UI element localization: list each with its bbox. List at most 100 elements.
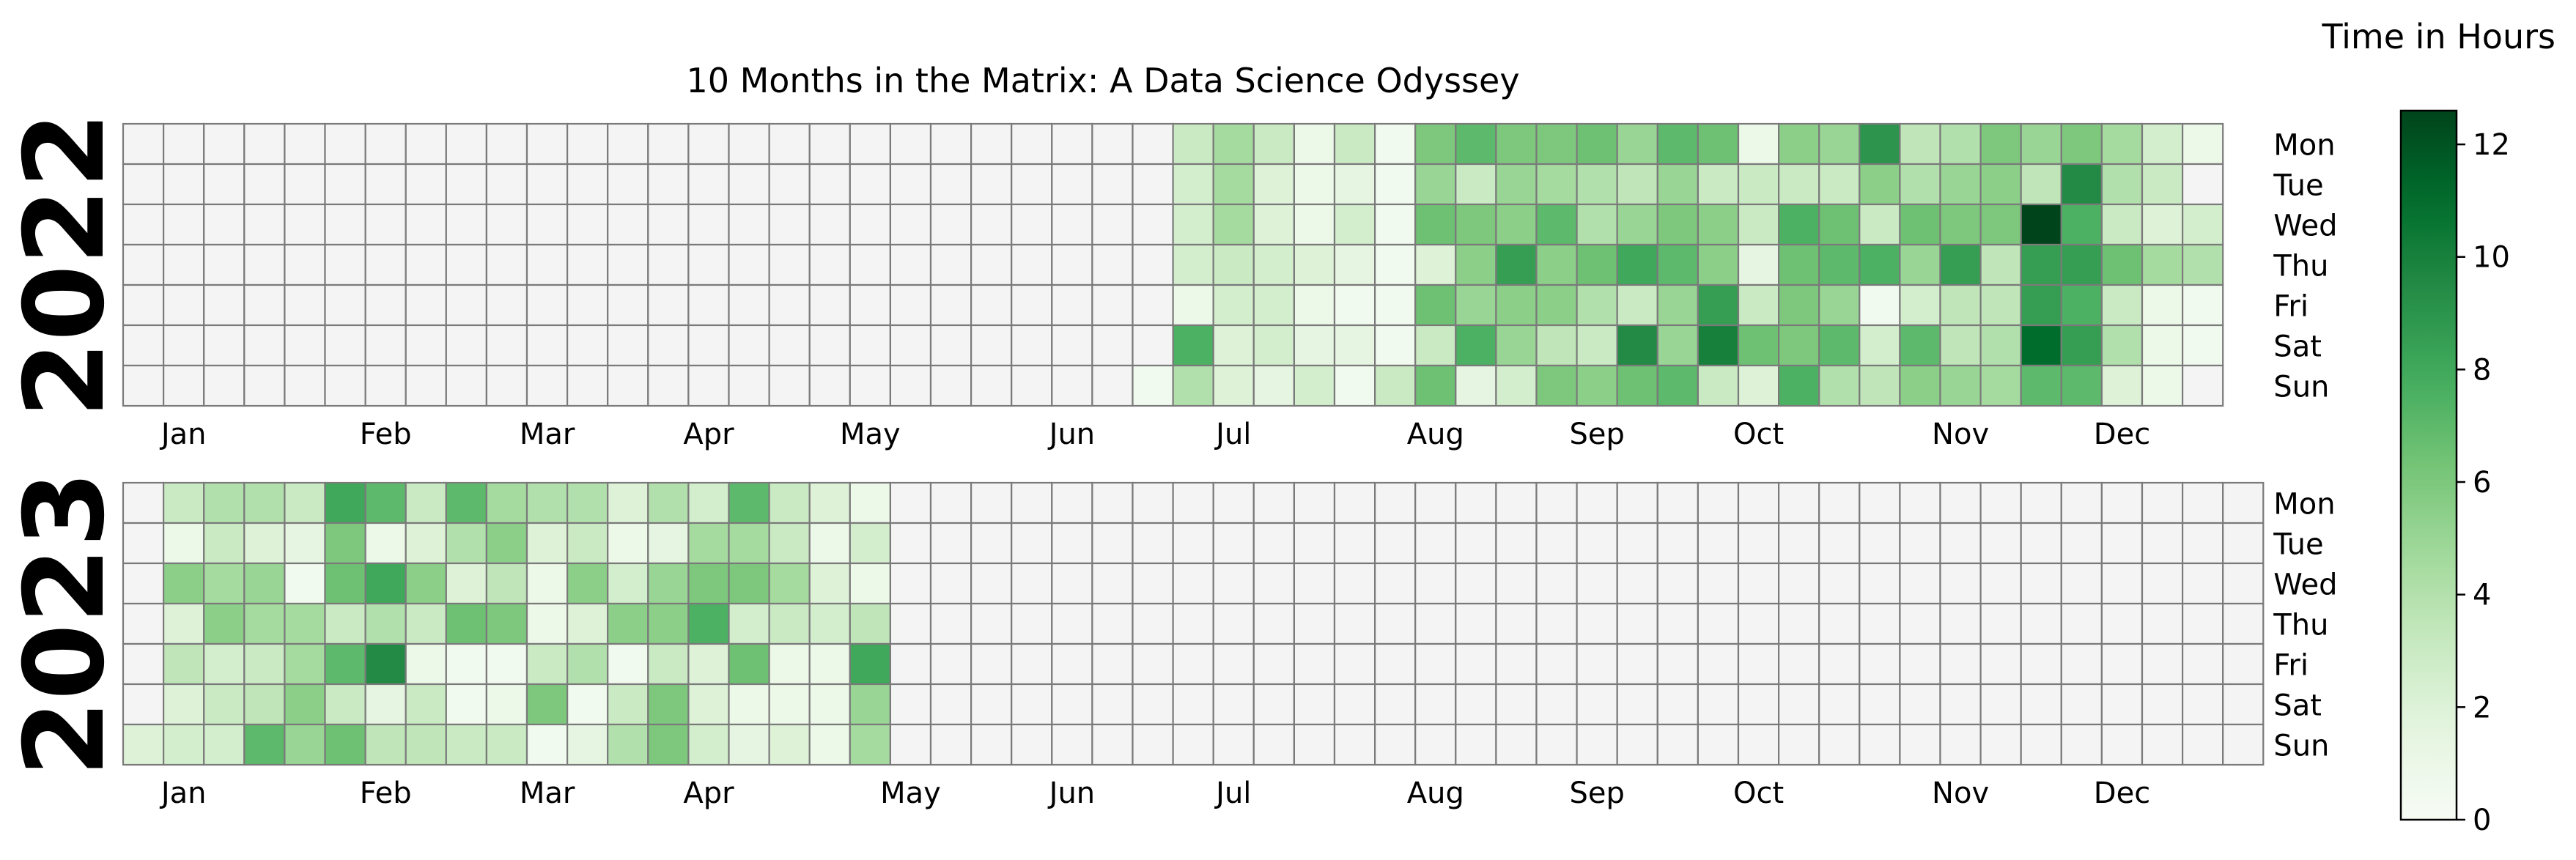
day-cell — [1212, 203, 1255, 246]
empty-day-cell — [889, 683, 932, 726]
empty-day-cell — [2060, 642, 2103, 686]
empty-day-cell — [607, 324, 649, 367]
day-cell — [1899, 243, 1941, 286]
day-cell — [849, 522, 892, 565]
empty-day-cell — [1091, 243, 1134, 286]
empty-day-cell — [2222, 602, 2265, 645]
day-cell — [1939, 364, 1982, 407]
day-cell — [849, 642, 892, 686]
day-cell — [243, 642, 286, 686]
day-cell — [1899, 364, 1941, 407]
day-cell — [1859, 364, 1901, 407]
empty-day-cell — [2100, 642, 2144, 686]
empty-day-cell — [929, 324, 973, 367]
empty-day-cell — [1778, 642, 1820, 686]
month-label: Aug — [1407, 776, 1464, 810]
empty-day-cell — [1818, 481, 1861, 524]
empty-day-cell — [2100, 723, 2144, 766]
empty-day-cell — [525, 122, 569, 166]
empty-day-cell — [445, 324, 487, 367]
day-cell — [1778, 364, 1820, 407]
empty-day-cell — [1011, 723, 1053, 766]
day-cell — [647, 723, 690, 766]
day-cell — [243, 602, 286, 645]
day-cell — [364, 602, 407, 645]
empty-day-cell — [1252, 723, 1296, 766]
empty-day-cell — [1656, 602, 1700, 645]
empty-day-cell — [1132, 683, 1174, 726]
empty-day-cell — [728, 163, 770, 206]
day-cell — [607, 522, 649, 565]
month-label: Jun — [1047, 776, 1096, 810]
day-cell — [2060, 364, 2103, 407]
day-cell — [284, 683, 326, 726]
day-cell — [1656, 163, 1700, 206]
empty-day-cell — [163, 203, 205, 246]
empty-day-cell — [1051, 602, 1093, 645]
month-label: Dec — [2094, 418, 2150, 451]
empty-day-cell — [1373, 562, 1417, 605]
empty-day-cell — [647, 283, 690, 327]
day-cell — [1576, 243, 1618, 286]
day-cell — [1414, 243, 1457, 286]
empty-day-cell — [970, 364, 1013, 407]
empty-day-cell — [1656, 642, 1700, 686]
empty-day-cell — [2060, 683, 2103, 726]
day-cell — [163, 723, 205, 766]
empty-day-cell — [2141, 683, 2184, 726]
day-cell — [445, 522, 487, 565]
empty-day-cell — [1091, 163, 1134, 206]
empty-day-cell — [889, 203, 932, 246]
empty-day-cell — [1011, 642, 1053, 686]
day-cell — [2100, 203, 2144, 246]
empty-day-cell — [2182, 481, 2224, 524]
empty-day-cell — [889, 562, 932, 605]
empty-day-cell — [929, 283, 973, 327]
day-cell — [203, 602, 246, 645]
empty-day-cell — [163, 283, 205, 327]
day-cell — [687, 481, 730, 524]
year-panel-2022: Mon Tue Wed Thu Fri Sat Sun Jan Feb Mar Apr May Jun J… — [1, 112, 2338, 451]
day-cell — [405, 723, 447, 766]
day-cell — [2060, 203, 2103, 246]
empty-day-cell — [1939, 683, 1982, 726]
empty-day-cell — [405, 364, 447, 407]
day-cell — [1252, 324, 1296, 367]
day-cell — [1979, 203, 2022, 246]
empty-day-cell — [243, 283, 286, 327]
day-cell — [607, 723, 649, 766]
day-cell — [2100, 364, 2144, 407]
empty-day-cell — [849, 324, 892, 367]
empty-day-cell — [203, 283, 246, 327]
empty-day-cell — [2100, 522, 2144, 565]
empty-day-cell — [1051, 522, 1093, 565]
day-cell — [1495, 203, 1538, 246]
day-cell — [566, 522, 609, 565]
empty-day-cell — [1778, 683, 1820, 726]
empty-day-cell — [2141, 481, 2184, 524]
empty-day-cell — [122, 163, 165, 206]
empty-day-cell — [2060, 602, 2103, 645]
day-cell — [1172, 203, 1214, 246]
empty-day-cell — [1172, 723, 1214, 766]
day-cell — [607, 683, 649, 726]
empty-day-cell — [1373, 642, 1417, 686]
day-cell — [1939, 243, 1982, 286]
empty-day-cell — [2060, 481, 2103, 524]
empty-day-cell — [970, 243, 1013, 286]
empty-day-cell — [1535, 683, 1578, 726]
empty-day-cell — [1091, 683, 1134, 726]
day-cell — [1939, 283, 1982, 327]
empty-day-cell — [1132, 602, 1174, 645]
empty-day-cell — [1011, 324, 1053, 367]
day-cell — [1697, 364, 1740, 407]
empty-day-cell — [1293, 481, 1336, 524]
empty-day-cell — [1495, 683, 1538, 726]
empty-day-cell — [1293, 723, 1336, 766]
day-cell — [1656, 243, 1700, 286]
empty-day-cell — [1011, 203, 1053, 246]
empty-day-cell — [1495, 562, 1538, 605]
empty-day-cell — [1333, 481, 1376, 524]
empty-day-cell — [687, 243, 730, 286]
day-cell — [1495, 364, 1538, 407]
